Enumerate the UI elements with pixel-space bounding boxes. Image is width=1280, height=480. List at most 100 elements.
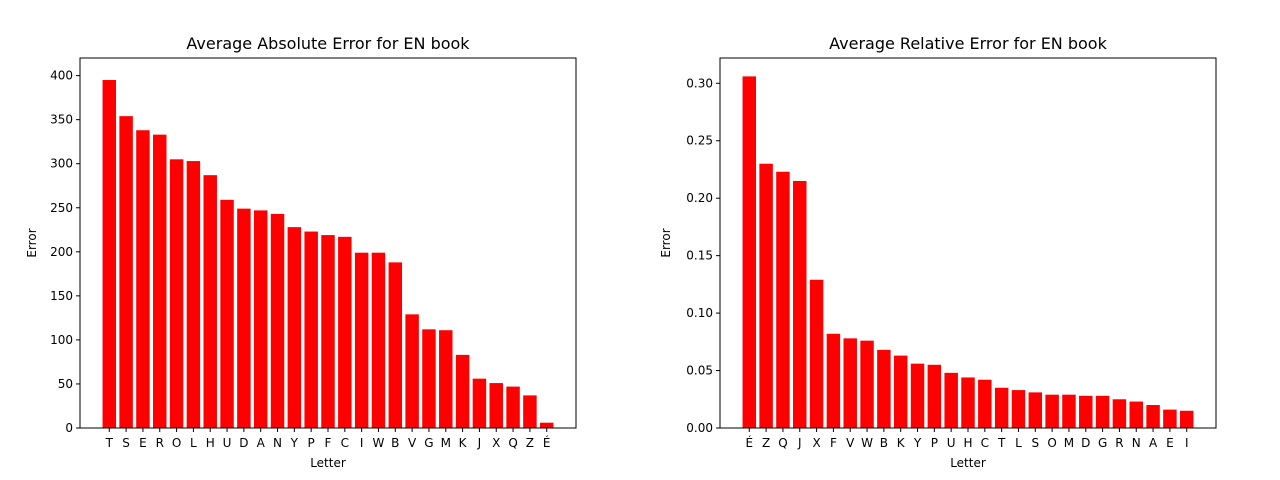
- x-tick-label: G: [1098, 436, 1107, 450]
- x-tick-label: H: [206, 436, 215, 450]
- bar-C: [338, 236, 352, 428]
- x-tick-label: B: [391, 436, 399, 450]
- x-tick-label: N: [273, 436, 282, 450]
- x-tick-label: K: [897, 436, 906, 450]
- x-tick-label: B: [880, 436, 888, 450]
- bar-J: [793, 180, 807, 428]
- x-tick-label: R: [156, 436, 164, 450]
- bar-W: [860, 340, 874, 428]
- bar-R: [153, 134, 167, 428]
- x-tick-label: X: [812, 436, 820, 450]
- bar-L: [1011, 390, 1026, 428]
- x-tick-label: P: [308, 436, 315, 450]
- x-tick-label: C: [341, 436, 349, 450]
- x-tick-label: W: [373, 436, 385, 450]
- bar-U: [944, 372, 958, 428]
- bar-D: [237, 208, 251, 428]
- y-tick-label: 0.15: [686, 249, 713, 263]
- x-tick-label: T: [105, 436, 114, 450]
- x-tick-label: K: [459, 436, 468, 450]
- x-tick-label: T: [997, 436, 1006, 450]
- bar-É: [539, 422, 554, 428]
- x-tick-label: R: [1115, 436, 1123, 450]
- y-tick-label: 0.25: [686, 134, 713, 148]
- x-tick-label: D: [239, 436, 248, 450]
- y-tick-label: 0.20: [686, 191, 713, 205]
- bar-G: [422, 329, 436, 428]
- x-tick-label: E: [139, 436, 147, 450]
- bar-O: [1045, 394, 1059, 428]
- x-tick-label: É: [745, 435, 753, 450]
- x-axis-label: Letter: [950, 456, 986, 470]
- x-tick-label: J: [477, 436, 482, 450]
- x-tick-label: Y: [913, 436, 922, 450]
- bar-Q: [776, 171, 790, 428]
- bar-S: [119, 116, 133, 428]
- bar-H: [961, 377, 975, 428]
- x-tick-label: N: [1132, 436, 1141, 450]
- x-tick-label: J: [797, 436, 802, 450]
- x-tick-label: É: [543, 435, 551, 450]
- x-tick-label: O: [172, 436, 181, 450]
- relative-error-chart: Average Relative Error for EN book Lette…: [659, 34, 1217, 470]
- y-tick-label: 400: [50, 69, 73, 83]
- x-tick-label: V: [408, 436, 417, 450]
- bar-A: [253, 210, 268, 428]
- bar-V: [843, 338, 857, 428]
- bar-C: [978, 379, 992, 428]
- bar-X: [809, 279, 824, 428]
- y-tick-label: 250: [50, 201, 73, 215]
- bar-T: [102, 80, 117, 429]
- x-tick-label: V: [846, 436, 855, 450]
- x-tick-label: Q: [508, 436, 517, 450]
- x-tick-label: E: [1166, 436, 1174, 450]
- bar-W: [371, 252, 386, 428]
- bar-P: [927, 364, 942, 428]
- y-tick-label: 200: [50, 245, 73, 259]
- x-tick-label: F: [830, 436, 837, 450]
- y-tick-label: 0.05: [686, 364, 713, 378]
- x-tick-label: U: [947, 436, 956, 450]
- bar-R: [1112, 399, 1127, 428]
- chart-title: Average Absolute Error for EN book: [186, 34, 470, 53]
- x-tick-label: I: [360, 436, 364, 450]
- x-tick-label: H: [963, 436, 972, 450]
- x-tick-label: S: [122, 436, 130, 450]
- y-axis-label: Error: [25, 228, 39, 257]
- y-tick-label: 300: [50, 157, 73, 171]
- bar-J: [472, 378, 487, 428]
- x-tick-label: S: [1031, 436, 1039, 450]
- x-tick-label: M: [1064, 436, 1074, 450]
- bar-H: [203, 175, 217, 428]
- y-tick-label: 50: [58, 377, 73, 391]
- x-tick-label: P: [931, 436, 938, 450]
- bar-Y: [910, 363, 925, 428]
- bar-G: [1095, 395, 1110, 428]
- x-tick-label: Z: [762, 436, 770, 450]
- bar-N: [270, 213, 285, 428]
- bar-V: [405, 314, 419, 428]
- y-tick-label: 350: [50, 113, 73, 127]
- bars: [102, 80, 554, 429]
- bar-B: [877, 349, 891, 428]
- y-tick-label: 0.10: [686, 306, 713, 320]
- x-tick-label: Q: [778, 436, 787, 450]
- x-axis-label: Letter: [310, 456, 346, 470]
- x-tick-label: Z: [526, 436, 534, 450]
- bar-F: [826, 333, 841, 428]
- x-tick-label: C: [981, 436, 989, 450]
- bar-Q: [506, 386, 520, 428]
- x-tick-label: L: [1015, 436, 1022, 450]
- bar-S: [1028, 392, 1043, 428]
- bar-D: [1079, 395, 1093, 428]
- plot-frame: [79, 57, 577, 429]
- x-tick-label: G: [424, 436, 433, 450]
- bar-I: [1179, 410, 1194, 428]
- bar-X: [489, 383, 503, 428]
- x-tick-label: F: [325, 436, 332, 450]
- x-tick-label: M: [441, 436, 451, 450]
- y-axis-label: Error: [659, 228, 673, 257]
